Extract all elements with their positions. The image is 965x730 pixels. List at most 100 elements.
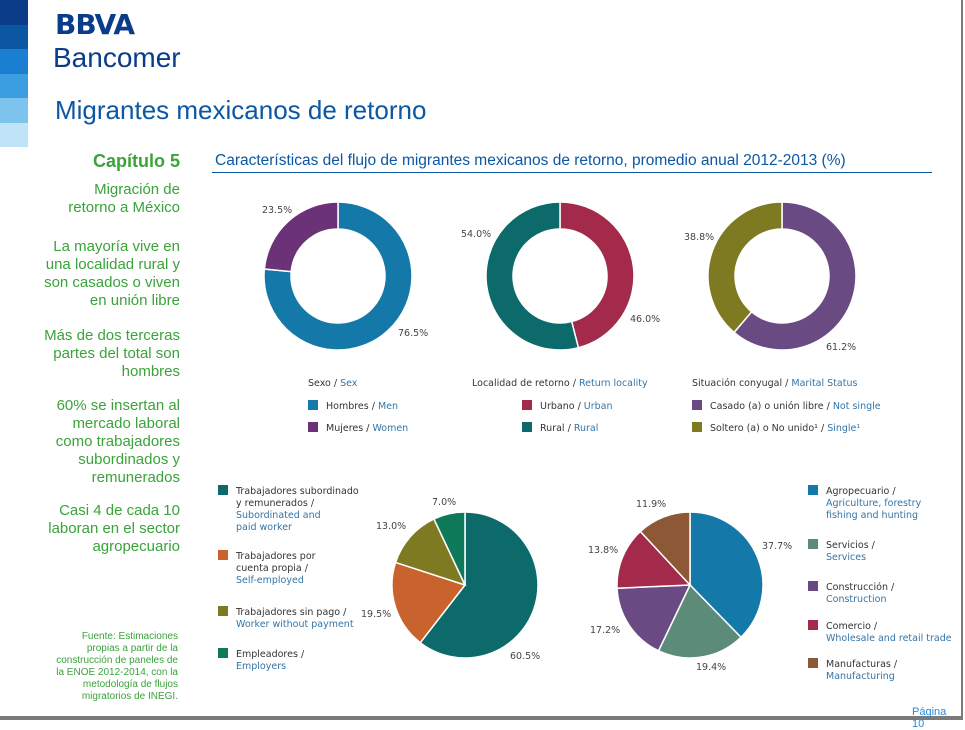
legend-title: Sexo / Sex bbox=[308, 378, 358, 389]
legend-item-swatch bbox=[808, 658, 818, 668]
legend-title: Situación conyugal / Marital Status bbox=[692, 378, 857, 389]
title-underline bbox=[212, 172, 932, 173]
source-line: propias a partir de la bbox=[86, 643, 178, 654]
key-point-line: laboran en el sector bbox=[48, 520, 180, 537]
data-label: 19.5% bbox=[361, 609, 391, 620]
data-label: 37.7% bbox=[762, 541, 792, 552]
key-point-line: Casi 4 de cada 10 bbox=[59, 502, 180, 519]
subtitle-line: retorno a México bbox=[68, 199, 180, 216]
brand-stripe bbox=[0, 122, 28, 147]
key-point-line: hombres bbox=[121, 363, 180, 380]
chapter-subtitle: Migración de retorno a México bbox=[30, 181, 180, 217]
source-line: metodología de flujos bbox=[82, 679, 178, 690]
legend-item-label: Trabajadores subordinado bbox=[235, 486, 359, 497]
pie-slice bbox=[263, 201, 413, 351]
key-point-line: remunerados bbox=[91, 469, 180, 486]
legend-item-swatch bbox=[808, 539, 818, 549]
data-label: 61.2% bbox=[826, 342, 856, 353]
legend-item-label: cuenta propia / bbox=[236, 563, 309, 574]
key-point-line: La mayoría vive en bbox=[53, 238, 180, 255]
legend-item-label: Subordinated and bbox=[236, 510, 321, 521]
logo-bbva: BBVA bbox=[55, 8, 135, 41]
data-label: 11.9% bbox=[636, 499, 666, 510]
legend-item-swatch bbox=[522, 400, 532, 410]
legend-item-label: Employers bbox=[236, 661, 286, 672]
key-point-2: Más de dos terceras partes del total son… bbox=[30, 327, 180, 381]
pie-slice bbox=[616, 584, 692, 652]
legend-item-label: Manufacturas / bbox=[826, 659, 898, 670]
legend-item-swatch bbox=[218, 550, 228, 560]
legend-item-label: Worker without payment bbox=[236, 619, 354, 630]
legend-item-label: Urbano / Urban bbox=[540, 401, 613, 412]
pie-slice bbox=[391, 561, 467, 644]
data-label: 17.2% bbox=[590, 625, 620, 636]
pie-slice bbox=[657, 583, 743, 659]
brand-stripe bbox=[0, 49, 28, 74]
legend-item-label: Services bbox=[826, 552, 866, 563]
brand-stripe bbox=[0, 73, 28, 98]
legend-item-label: y remunerados / bbox=[236, 498, 315, 509]
legend-item-label: Mujeres / Women bbox=[326, 423, 408, 434]
key-point-line: partes del total son bbox=[53, 345, 180, 362]
legend-item-label: Trabajadores sin pago / bbox=[235, 607, 347, 618]
data-label: 54.0% bbox=[461, 229, 491, 240]
legend-item-swatch bbox=[522, 422, 532, 432]
key-point-line: 60% se insertan al bbox=[56, 397, 180, 414]
legend-item-label: Manufacturing bbox=[826, 671, 895, 682]
source-line: construcción de paneles de bbox=[56, 655, 178, 666]
pie-slice bbox=[419, 511, 539, 659]
legend-item-label: Construction bbox=[826, 594, 887, 605]
page-title: Migrantes mexicanos de retorno bbox=[55, 95, 427, 125]
chapter-label: Capítulo 5 bbox=[92, 151, 180, 171]
pie-slice bbox=[559, 201, 635, 349]
legend-item-label: Empleadores / bbox=[236, 649, 305, 660]
pie-slice bbox=[689, 511, 764, 639]
legend-item-label: Casado (a) o unión libre / Not single bbox=[710, 401, 881, 412]
subtitle-line: Migración de bbox=[94, 181, 180, 198]
legend-item-swatch bbox=[218, 648, 228, 658]
legend-item-label: Trabajadores por bbox=[235, 551, 316, 562]
brand-stripe bbox=[0, 98, 28, 123]
data-label: 13.0% bbox=[376, 521, 406, 532]
brand-stripe bbox=[0, 24, 28, 49]
legend-item-label: Servicios / bbox=[826, 540, 876, 551]
pie-slice bbox=[263, 201, 339, 273]
key-point-line: agropecuario bbox=[92, 538, 180, 555]
key-point-line: una localidad rural y bbox=[45, 256, 180, 273]
source-line: Fuente: Estimaciones bbox=[81, 631, 178, 642]
legend-item-swatch bbox=[808, 620, 818, 630]
legend-item-label: Soltero (a) o No unido¹ / Single¹ bbox=[710, 423, 860, 434]
legend-item-swatch bbox=[308, 400, 318, 410]
legend-item-label: Agropecuario / bbox=[826, 486, 896, 497]
data-label: 46.0% bbox=[630, 314, 660, 325]
brand-stripe bbox=[0, 0, 28, 25]
legend-item-label: Construcción / bbox=[826, 582, 895, 593]
legend-item-swatch bbox=[308, 422, 318, 432]
key-point-line: como trabajadores bbox=[55, 433, 180, 450]
key-point-4: Casi 4 de cada 10 laboran en el sector a… bbox=[30, 502, 180, 556]
data-label: 19.4% bbox=[696, 662, 726, 673]
pie-slice bbox=[639, 511, 691, 587]
key-point-line: son casados o viven bbox=[44, 274, 180, 291]
page-number: Página 10 bbox=[912, 706, 947, 730]
legend-item-label: Hombres / Men bbox=[326, 401, 398, 412]
pie-slice bbox=[616, 530, 692, 589]
chart-title: Características del flujo de migrantes m… bbox=[215, 152, 846, 169]
legend-item-swatch bbox=[218, 485, 228, 495]
pie-slice bbox=[485, 201, 580, 351]
data-label: 7.0% bbox=[432, 497, 456, 508]
source-line: migratorios de INEGI. bbox=[81, 691, 178, 702]
legend-item-label: Wholesale and retail trade bbox=[826, 633, 952, 644]
key-point-1: La mayoría vive en una localidad rural y… bbox=[30, 238, 180, 310]
data-label: 23.5% bbox=[262, 205, 292, 216]
key-point-line: en unión libre bbox=[89, 292, 180, 309]
legend-item-label: fishing and hunting bbox=[826, 510, 918, 521]
key-point-3: 60% se insertan al mercado laboral como … bbox=[30, 397, 180, 487]
legend-item-swatch bbox=[808, 485, 818, 495]
pie-slice bbox=[707, 201, 783, 334]
logo-bancomer: Bancomer bbox=[53, 42, 181, 73]
data-label: 76.5% bbox=[398, 328, 428, 339]
key-point-line: mercado laboral bbox=[72, 415, 180, 432]
pie-slice bbox=[432, 511, 466, 586]
